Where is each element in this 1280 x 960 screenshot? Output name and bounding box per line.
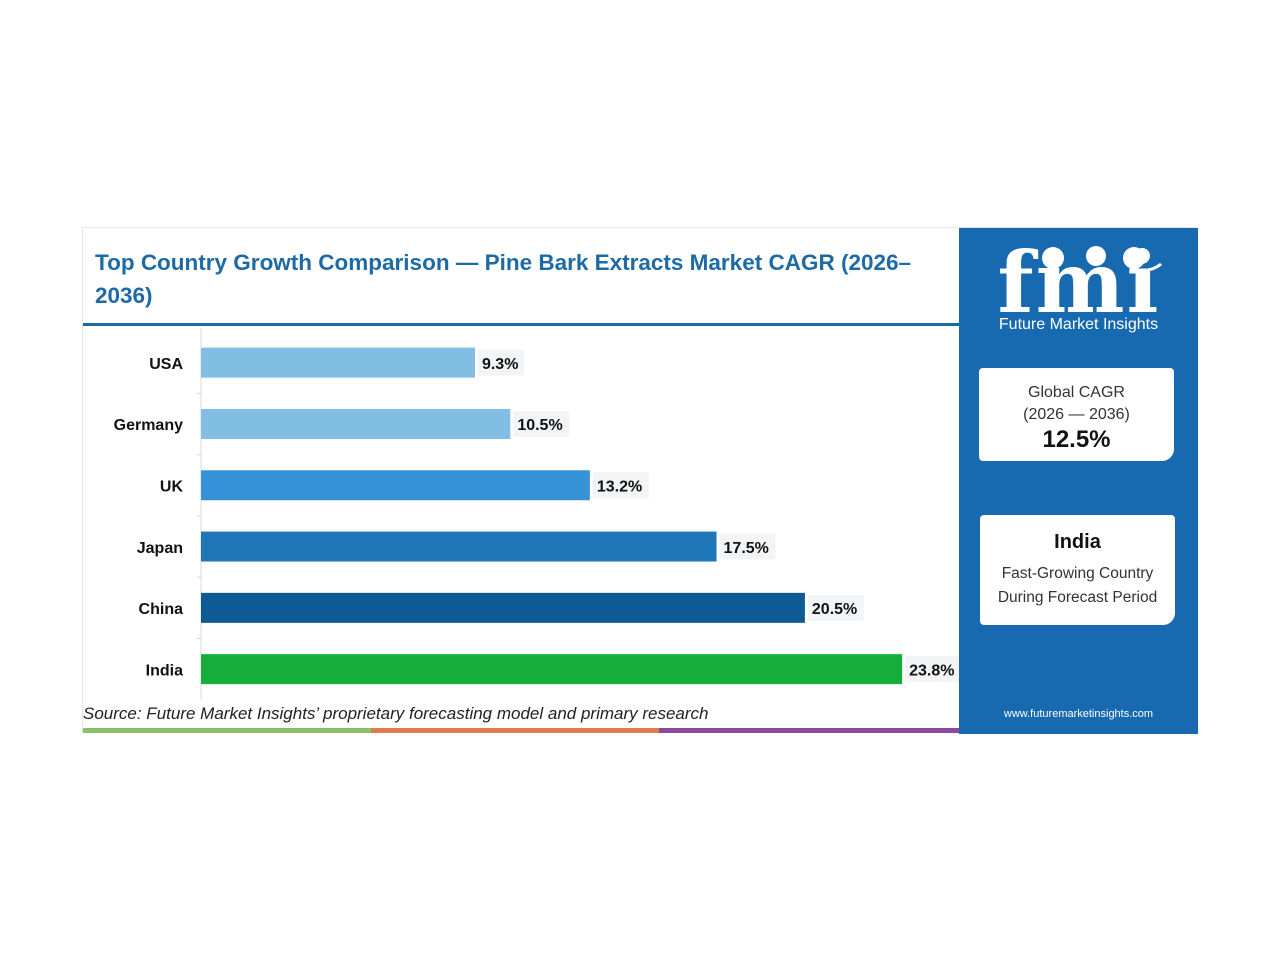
global-cagr-value: 12.5%	[1042, 426, 1111, 453]
value-label-bg	[477, 349, 525, 376]
category-label-germany: Germany	[114, 417, 183, 434]
bar-usa	[201, 347, 475, 378]
category-label-japan: Japan	[137, 540, 183, 557]
category-label-india: India	[146, 662, 183, 679]
value-label-japan: 17.5%	[724, 540, 769, 557]
highlight-line-1: Fast-Growing Country	[1001, 565, 1154, 582]
fmi-logo: fmi	[998, 238, 1162, 332]
value-label-bg	[719, 533, 776, 560]
global-cagr-period: (2026 — 2036)	[1023, 406, 1130, 423]
value-label-bg	[513, 410, 570, 437]
brand-panel: fmi Future Market Insights Global CAGR (…	[959, 228, 1198, 734]
value-label-germany: 10.5%	[517, 417, 562, 434]
website-url[interactable]: www.futuremarketinsights.com	[1003, 708, 1154, 720]
global-cagr-box: Global CAGR (2026 — 2036) 12.5%	[979, 368, 1174, 461]
value-label-usa: 9.3%	[482, 356, 518, 373]
value-label-bg	[807, 594, 864, 621]
bar-china	[201, 592, 805, 623]
accent-strip-purple	[659, 728, 959, 733]
value-label-uk: 13.2%	[597, 478, 642, 495]
value-label-bg	[592, 472, 649, 499]
highlight-line-2: During Forecast Period	[997, 589, 1158, 606]
title-divider	[83, 323, 959, 326]
bar-india	[201, 654, 903, 685]
globe-icon	[1086, 246, 1106, 266]
value-label-china: 20.5%	[812, 601, 857, 618]
value-label-bg	[905, 656, 959, 683]
category-label-china: China	[139, 601, 184, 618]
bar-japan	[201, 531, 717, 562]
globe-icon	[1042, 247, 1064, 269]
chart-panel: Top Country Growth Comparison — Pine Bar…	[83, 228, 959, 734]
bar-germany	[201, 408, 511, 439]
accent-strip-green	[83, 728, 371, 733]
bar-uk	[201, 470, 590, 501]
chart-title: Top Country Growth Comparison — Pine Bar…	[95, 250, 912, 308]
highlight-country: India	[1054, 531, 1101, 553]
logo-name: Future Market Insights	[998, 316, 1159, 333]
category-label-uk: UK	[160, 478, 184, 495]
value-label-india: 23.8%	[909, 662, 954, 679]
category-label-usa: USA	[149, 356, 183, 373]
highlight-country-box: India Fast-Growing Country During Foreca…	[980, 515, 1175, 625]
chart-card: Top Country Growth Comparison — Pine Bar…	[82, 227, 1198, 734]
global-cagr-label: Global CAGR	[1028, 384, 1125, 401]
bar-chart: USA 9.3% Germany 10.5% UK 13.2% Japan 17.5% Chin…	[114, 328, 959, 700]
accent-strip-orange	[371, 728, 659, 733]
globe-icon	[1123, 247, 1145, 269]
source-note: Source: Future Market Insights’ propriet…	[83, 704, 709, 723]
